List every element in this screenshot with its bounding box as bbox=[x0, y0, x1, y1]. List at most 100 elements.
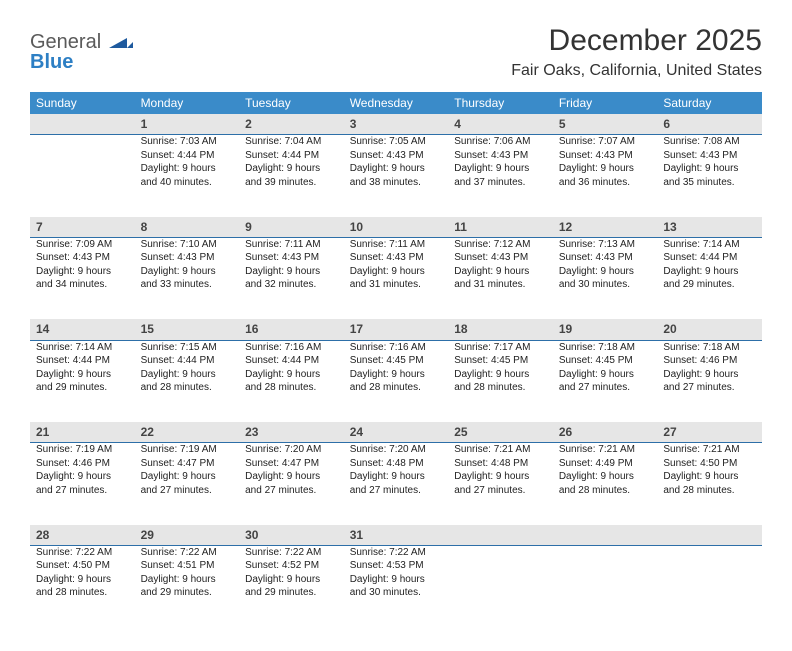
weekday-header: Saturday bbox=[657, 92, 762, 114]
sunrise-line: Sunrise: 7:16 AM bbox=[350, 341, 443, 355]
sunset-line: Sunset: 4:44 PM bbox=[141, 354, 234, 368]
sunrise-line: Sunrise: 7:08 AM bbox=[663, 135, 756, 149]
day-content-row: Sunrise: 7:19 AMSunset: 4:46 PMDaylight:… bbox=[30, 443, 762, 525]
day-cell: Sunrise: 7:05 AMSunset: 4:43 PMDaylight:… bbox=[344, 135, 449, 217]
day-number bbox=[553, 525, 658, 546]
day-cell bbox=[657, 545, 762, 627]
daylight-line: Daylight: 9 hours and 36 minutes. bbox=[559, 162, 652, 189]
weekday-header: Monday bbox=[135, 92, 240, 114]
day-number: 20 bbox=[657, 319, 762, 340]
weekday-header: Thursday bbox=[448, 92, 553, 114]
sunrise-line: Sunrise: 7:21 AM bbox=[559, 443, 652, 457]
sunset-line: Sunset: 4:44 PM bbox=[663, 251, 756, 265]
day-number: 28 bbox=[30, 525, 135, 546]
day-cell: Sunrise: 7:21 AMSunset: 4:48 PMDaylight:… bbox=[448, 443, 553, 525]
calendar-page: General Blue December 2025 Fair Oaks, Ca… bbox=[0, 0, 792, 651]
sunrise-line: Sunrise: 7:15 AM bbox=[141, 341, 234, 355]
sunrise-line: Sunrise: 7:16 AM bbox=[245, 341, 338, 355]
daylight-line: Daylight: 9 hours and 30 minutes. bbox=[559, 265, 652, 292]
daylight-line: Daylight: 9 hours and 28 minutes. bbox=[663, 470, 756, 497]
sunset-line: Sunset: 4:43 PM bbox=[559, 149, 652, 163]
daylight-line: Daylight: 9 hours and 28 minutes. bbox=[350, 368, 443, 395]
day-number: 1 bbox=[135, 114, 240, 135]
sunset-line: Sunset: 4:43 PM bbox=[350, 251, 443, 265]
sunset-line: Sunset: 4:43 PM bbox=[454, 251, 547, 265]
daylight-line: Daylight: 9 hours and 31 minutes. bbox=[454, 265, 547, 292]
sunset-line: Sunset: 4:44 PM bbox=[245, 354, 338, 368]
daylight-line: Daylight: 9 hours and 28 minutes. bbox=[36, 573, 129, 600]
day-number: 27 bbox=[657, 422, 762, 443]
logo-mark-icon bbox=[109, 34, 133, 48]
sunset-line: Sunset: 4:43 PM bbox=[663, 149, 756, 163]
day-number bbox=[448, 525, 553, 546]
sunset-line: Sunset: 4:52 PM bbox=[245, 559, 338, 573]
day-number: 10 bbox=[344, 217, 449, 238]
sunset-line: Sunset: 4:43 PM bbox=[350, 149, 443, 163]
daylight-line: Daylight: 9 hours and 30 minutes. bbox=[350, 573, 443, 600]
day-number-row: 28293031 bbox=[30, 525, 762, 546]
day-number: 13 bbox=[657, 217, 762, 238]
sunset-line: Sunset: 4:45 PM bbox=[350, 354, 443, 368]
day-cell: Sunrise: 7:22 AMSunset: 4:53 PMDaylight:… bbox=[344, 545, 449, 627]
day-cell: Sunrise: 7:14 AMSunset: 4:44 PMDaylight:… bbox=[657, 237, 762, 319]
weekday-header: Tuesday bbox=[239, 92, 344, 114]
daylight-line: Daylight: 9 hours and 27 minutes. bbox=[245, 470, 338, 497]
sunrise-line: Sunrise: 7:22 AM bbox=[245, 546, 338, 560]
day-cell: Sunrise: 7:19 AMSunset: 4:47 PMDaylight:… bbox=[135, 443, 240, 525]
page-title: December 2025 bbox=[511, 24, 762, 58]
day-number: 23 bbox=[239, 422, 344, 443]
daylight-line: Daylight: 9 hours and 27 minutes. bbox=[454, 470, 547, 497]
header: General Blue December 2025 Fair Oaks, Ca… bbox=[30, 24, 762, 80]
sunset-line: Sunset: 4:48 PM bbox=[454, 457, 547, 471]
day-number: 5 bbox=[553, 114, 658, 135]
logo-text-blue: Blue bbox=[30, 51, 73, 73]
sunrise-line: Sunrise: 7:19 AM bbox=[36, 443, 129, 457]
sunrise-line: Sunrise: 7:22 AM bbox=[36, 546, 129, 560]
weekday-header-row: SundayMondayTuesdayWednesdayThursdayFrid… bbox=[30, 92, 762, 114]
day-number: 17 bbox=[344, 319, 449, 340]
sunrise-line: Sunrise: 7:21 AM bbox=[454, 443, 547, 457]
daylight-line: Daylight: 9 hours and 27 minutes. bbox=[141, 470, 234, 497]
day-cell: Sunrise: 7:11 AMSunset: 4:43 PMDaylight:… bbox=[344, 237, 449, 319]
day-number-row: 21222324252627 bbox=[30, 422, 762, 443]
day-cell: Sunrise: 7:09 AMSunset: 4:43 PMDaylight:… bbox=[30, 237, 135, 319]
daylight-line: Daylight: 9 hours and 37 minutes. bbox=[454, 162, 547, 189]
day-number bbox=[30, 114, 135, 135]
day-cell: Sunrise: 7:16 AMSunset: 4:44 PMDaylight:… bbox=[239, 340, 344, 422]
weekday-header: Friday bbox=[553, 92, 658, 114]
daylight-line: Daylight: 9 hours and 35 minutes. bbox=[663, 162, 756, 189]
daylight-line: Daylight: 9 hours and 27 minutes. bbox=[36, 470, 129, 497]
day-number: 7 bbox=[30, 217, 135, 238]
sunrise-line: Sunrise: 7:13 AM bbox=[559, 238, 652, 252]
sunset-line: Sunset: 4:43 PM bbox=[245, 251, 338, 265]
day-cell: Sunrise: 7:12 AMSunset: 4:43 PMDaylight:… bbox=[448, 237, 553, 319]
day-cell bbox=[448, 545, 553, 627]
day-cell: Sunrise: 7:03 AMSunset: 4:44 PMDaylight:… bbox=[135, 135, 240, 217]
sunset-line: Sunset: 4:53 PM bbox=[350, 559, 443, 573]
sunset-line: Sunset: 4:48 PM bbox=[350, 457, 443, 471]
sunrise-line: Sunrise: 7:09 AM bbox=[36, 238, 129, 252]
daylight-line: Daylight: 9 hours and 28 minutes. bbox=[141, 368, 234, 395]
sunrise-line: Sunrise: 7:18 AM bbox=[559, 341, 652, 355]
sunset-line: Sunset: 4:43 PM bbox=[559, 251, 652, 265]
day-number: 3 bbox=[344, 114, 449, 135]
day-number: 6 bbox=[657, 114, 762, 135]
sunrise-line: Sunrise: 7:14 AM bbox=[36, 341, 129, 355]
sunset-line: Sunset: 4:43 PM bbox=[141, 251, 234, 265]
day-number: 8 bbox=[135, 217, 240, 238]
day-cell: Sunrise: 7:04 AMSunset: 4:44 PMDaylight:… bbox=[239, 135, 344, 217]
day-number-row: 78910111213 bbox=[30, 217, 762, 238]
daylight-line: Daylight: 9 hours and 39 minutes. bbox=[245, 162, 338, 189]
day-cell: Sunrise: 7:19 AMSunset: 4:46 PMDaylight:… bbox=[30, 443, 135, 525]
sunrise-line: Sunrise: 7:03 AM bbox=[141, 135, 234, 149]
sunset-line: Sunset: 4:50 PM bbox=[36, 559, 129, 573]
day-number: 16 bbox=[239, 319, 344, 340]
day-cell: Sunrise: 7:20 AMSunset: 4:47 PMDaylight:… bbox=[239, 443, 344, 525]
sunset-line: Sunset: 4:44 PM bbox=[141, 149, 234, 163]
day-cell: Sunrise: 7:10 AMSunset: 4:43 PMDaylight:… bbox=[135, 237, 240, 319]
sunrise-line: Sunrise: 7:11 AM bbox=[350, 238, 443, 252]
sunrise-line: Sunrise: 7:06 AM bbox=[454, 135, 547, 149]
day-cell bbox=[553, 545, 658, 627]
daylight-line: Daylight: 9 hours and 29 minutes. bbox=[141, 573, 234, 600]
day-cell: Sunrise: 7:22 AMSunset: 4:52 PMDaylight:… bbox=[239, 545, 344, 627]
